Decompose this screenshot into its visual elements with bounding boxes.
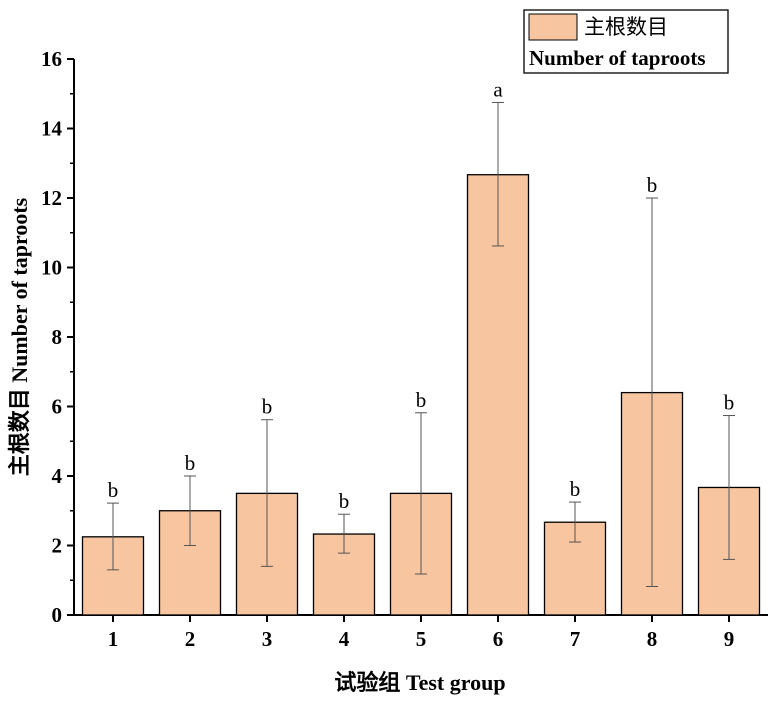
y-tick-label: 10 xyxy=(41,256,62,280)
y-tick-label: 2 xyxy=(52,534,63,558)
y-tick-label: 6 xyxy=(52,395,63,419)
x-tick-label-9: 9 xyxy=(724,627,735,651)
significance-label-5: b xyxy=(416,388,427,412)
y-axis-title: 主根数目 Number of taproots xyxy=(7,197,32,476)
error-bar-5 xyxy=(415,412,427,575)
legend-label-cn: 主根数目 xyxy=(584,15,668,39)
significance-label-1: b xyxy=(108,478,119,502)
error-bar-3 xyxy=(261,419,273,567)
y-tick-label: 16 xyxy=(41,47,62,71)
significance-label-7: b xyxy=(570,477,581,501)
significance-label-2: b xyxy=(185,451,196,475)
error-bar-7 xyxy=(569,501,581,543)
y-tick-label: 4 xyxy=(52,464,63,488)
x-axis-title: 试验组 Test group xyxy=(334,670,505,695)
y-tick-label: 8 xyxy=(52,325,63,349)
error-bar-4 xyxy=(338,513,350,554)
x-tick-labels: 1 2 3 4 5 6 7 8 9 xyxy=(108,627,735,651)
legend-swatch xyxy=(528,13,578,41)
bar-6 xyxy=(466,174,530,616)
x-tick-label-4: 4 xyxy=(339,627,350,651)
significance-label-9: b xyxy=(724,391,735,415)
legend: 主根数目 Number of taproots xyxy=(523,9,729,74)
significance-label-4: b xyxy=(339,489,350,513)
y-tick-label: 14 xyxy=(41,117,63,141)
x-tick-label-6: 6 xyxy=(493,627,504,651)
error-bar-8 xyxy=(646,197,658,588)
x-tick-label-1: 1 xyxy=(108,627,119,651)
significance-label-6: a xyxy=(493,77,503,101)
significance-label-3: b xyxy=(262,395,273,419)
x-tick-label-7: 7 xyxy=(570,627,581,651)
x-tick-label-5: 5 xyxy=(416,627,427,651)
error-bar-1 xyxy=(107,502,119,571)
y-tick-label: 12 xyxy=(41,186,62,210)
legend-label-en: Number of taproots xyxy=(529,46,706,70)
error-bar-9 xyxy=(723,415,735,560)
x-tick-label-2: 2 xyxy=(185,627,196,651)
significance-label-8: b xyxy=(647,173,658,197)
error-bar-2 xyxy=(184,475,196,546)
y-tick-labels: 0 2 4 6 8 10 12 14 16 xyxy=(41,47,63,627)
significance-labels: b b b b b a b b b xyxy=(108,77,735,513)
x-tick-label-8: 8 xyxy=(647,627,658,651)
y-tick-label: 0 xyxy=(52,603,63,627)
x-tick-label-3: 3 xyxy=(262,627,273,651)
error-bar-6 xyxy=(492,101,504,247)
error-bars xyxy=(107,101,735,588)
